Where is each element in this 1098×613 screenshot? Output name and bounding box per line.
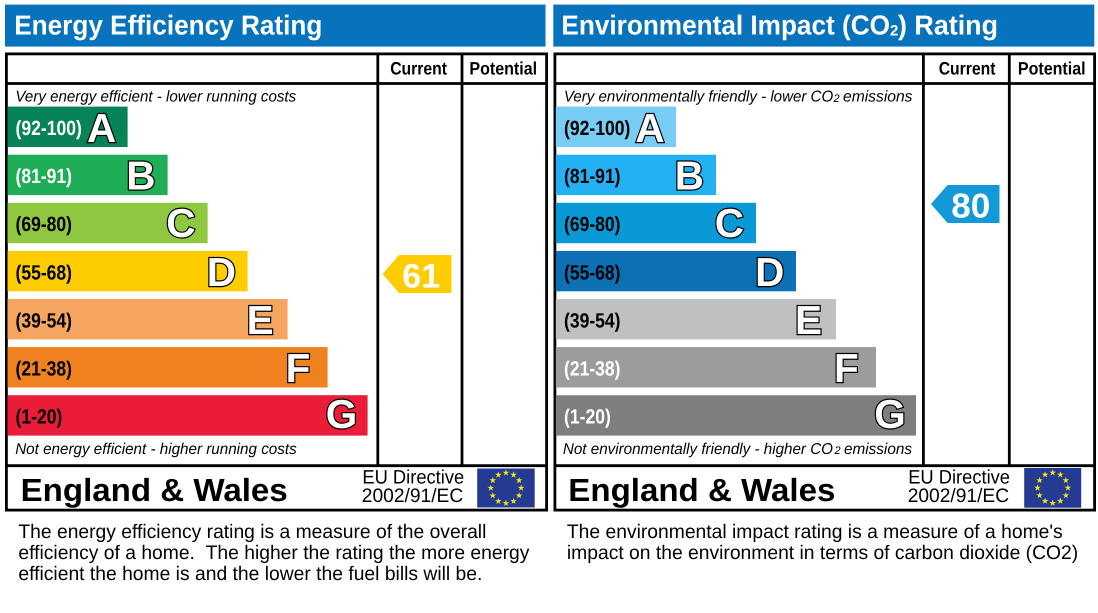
svg-text:(92-100): (92-100) (16, 117, 82, 140)
svg-text:2002/91/EC: 2002/91/EC (362, 485, 463, 507)
svg-text:Very energy efficient - lower: Very energy efficient - lower running co… (15, 88, 296, 105)
svg-text:E: E (795, 297, 822, 343)
svg-text:A: A (87, 105, 116, 151)
svg-text:(39-54): (39-54) (564, 309, 621, 332)
svg-text:2: 2 (833, 93, 840, 105)
svg-text:(1-20): (1-20) (564, 406, 611, 429)
svg-text:E: E (247, 297, 274, 343)
svg-text:2: 2 (890, 23, 898, 40)
svg-text:A: A (635, 105, 664, 151)
svg-text:(1-20): (1-20) (16, 406, 63, 429)
svg-text:Current: Current (939, 59, 996, 79)
svg-text:efficiency of a home. The hig: efficiency of a home. The higher the rat… (18, 542, 529, 564)
svg-text:Energy Efficiency Rating: Energy Efficiency Rating (14, 10, 322, 41)
svg-text:(55-68): (55-68) (16, 261, 73, 284)
svg-text:Potential: Potential (1018, 59, 1086, 79)
svg-text:C: C (166, 200, 195, 246)
svg-text:(21-38): (21-38) (16, 358, 73, 381)
svg-text:(92-100): (92-100) (564, 117, 630, 140)
svg-text:G: G (874, 391, 906, 437)
svg-text:(21-38): (21-38) (564, 358, 621, 381)
svg-text:80: 80 (951, 188, 990, 226)
svg-text:Current: Current (390, 59, 447, 79)
svg-text:F: F (286, 345, 311, 391)
svg-text:D: D (207, 249, 236, 295)
svg-text:61: 61 (402, 258, 440, 296)
svg-text:efficient the home is and the: efficient the home is and the lower the … (18, 563, 482, 585)
svg-text:2002/91/EC: 2002/91/EC (908, 485, 1009, 507)
svg-text:(69-80): (69-80) (564, 213, 621, 236)
svg-text:Not environmentally friendly -: Not environmentally friendly - higher CO (563, 441, 833, 458)
svg-text:(69-80): (69-80) (16, 213, 73, 236)
svg-text:EU Directive: EU Directive (362, 467, 464, 489)
svg-text:(81-91): (81-91) (564, 165, 621, 188)
svg-text:The environmental impact ratin: The environmental impact rating is a mea… (567, 521, 1063, 543)
svg-text:B: B (675, 153, 704, 199)
svg-text:2: 2 (834, 445, 841, 457)
svg-text:F: F (834, 345, 859, 391)
svg-text:Very environmentally friendly: Very environmentally friendly - lower CO (564, 88, 833, 105)
svg-text:Environmental Impact (CO: Environmental Impact (CO (561, 10, 890, 41)
svg-text:(81-91): (81-91) (16, 165, 73, 188)
svg-text:EU Directive: EU Directive (908, 467, 1010, 489)
svg-text:(55-68): (55-68) (564, 261, 621, 284)
svg-text:emissions: emissions (844, 441, 912, 458)
svg-text:C: C (715, 200, 744, 246)
svg-text:G: G (326, 391, 358, 437)
svg-text:England & Wales: England & Wales (21, 472, 288, 508)
svg-text:(39-54): (39-54) (16, 309, 73, 332)
svg-text:D: D (755, 249, 784, 295)
svg-text:impact on the environment in t: impact on the environment in terms of ca… (567, 542, 1078, 564)
svg-text:emissions: emissions (843, 88, 913, 105)
svg-text:B: B (126, 153, 155, 199)
svg-text:Not energy efficient - higher: Not energy efficient - higher running co… (15, 441, 297, 458)
svg-text:Potential: Potential (469, 59, 537, 79)
svg-text:) Rating: ) Rating (898, 10, 998, 41)
svg-text:The energy efficiency rating i: The energy efficiency rating is a measur… (18, 521, 486, 543)
svg-text:England & Wales: England & Wales (568, 472, 835, 508)
